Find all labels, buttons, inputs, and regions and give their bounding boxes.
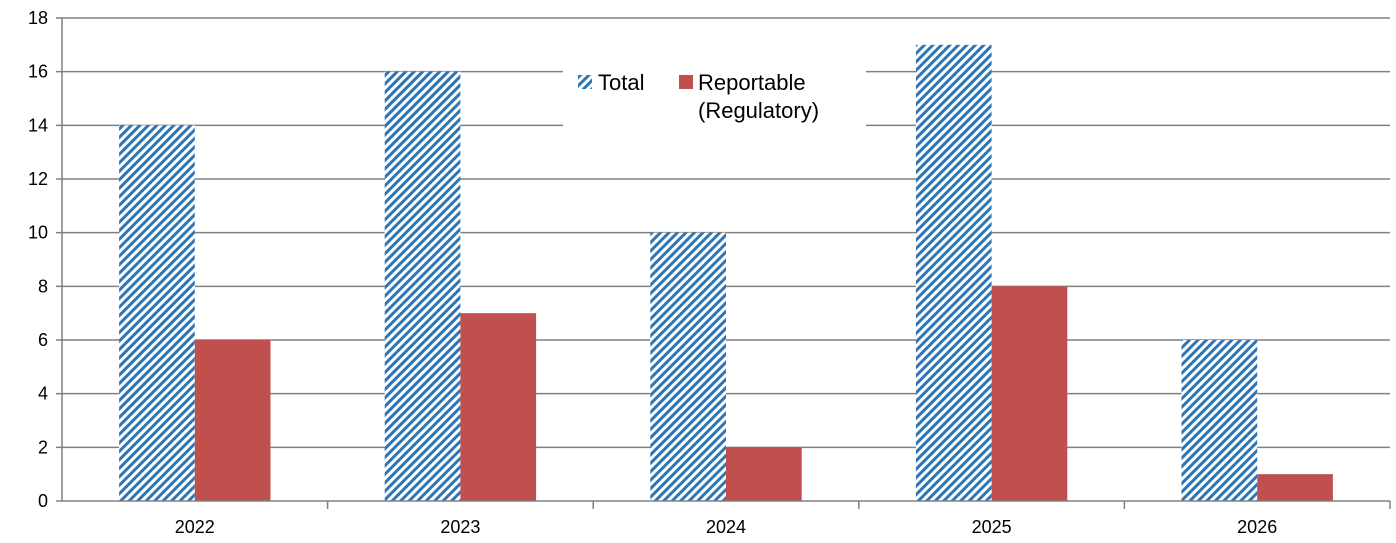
- bar-reportable-2026: [1257, 474, 1333, 501]
- x-tick-label: 2025: [972, 517, 1012, 537]
- bars: [119, 44, 1333, 502]
- legend-background: [563, 68, 866, 132]
- bar-total-2025: [915, 44, 992, 501]
- legend-swatch-total: [578, 75, 592, 89]
- y-tick-label: 12: [28, 169, 48, 189]
- bar-reportable-2024: [726, 447, 802, 501]
- bar-reportable-2022: [194, 340, 271, 501]
- x-tick-label: 2022: [175, 517, 215, 537]
- bar-reportable-2023: [460, 313, 537, 501]
- y-tick-label: 14: [28, 115, 48, 135]
- legend-label-reportable: Reportable (Regulatory): [698, 70, 819, 123]
- y-tick-label: 8: [38, 276, 48, 296]
- y-tick-label: 10: [28, 223, 48, 243]
- legend-label-reportable-line1: Reportable: [698, 70, 806, 95]
- y-tick-label: 16: [28, 62, 48, 82]
- y-tick-label: 0: [38, 491, 48, 511]
- y-tick-label: 18: [28, 8, 48, 28]
- x-tick-label: 2024: [706, 517, 746, 537]
- bar-reportable-2025: [991, 286, 1068, 501]
- x-tick-label: 2023: [440, 517, 480, 537]
- x-tick-label: 2026: [1237, 517, 1277, 537]
- y-tick-label: 6: [38, 330, 48, 350]
- bar-total-2022: [119, 125, 195, 501]
- bar-total-2026: [1181, 340, 1258, 501]
- y-tick-label: 2: [38, 437, 48, 457]
- bar-total-2024: [650, 232, 726, 501]
- legend-swatch-reportable: [679, 75, 693, 89]
- y-tick-label: 4: [38, 384, 48, 404]
- legend-label-reportable-line2: (Regulatory): [698, 98, 819, 123]
- axes: 0 2 4 6 8 10 12 14 16 18 2022 2023 2024 2025 2026: [28, 8, 1391, 537]
- legend-label-total: Total: [598, 70, 644, 95]
- legend: Total Reportable (Regulatory): [563, 68, 866, 132]
- bar-total-2023: [384, 71, 461, 502]
